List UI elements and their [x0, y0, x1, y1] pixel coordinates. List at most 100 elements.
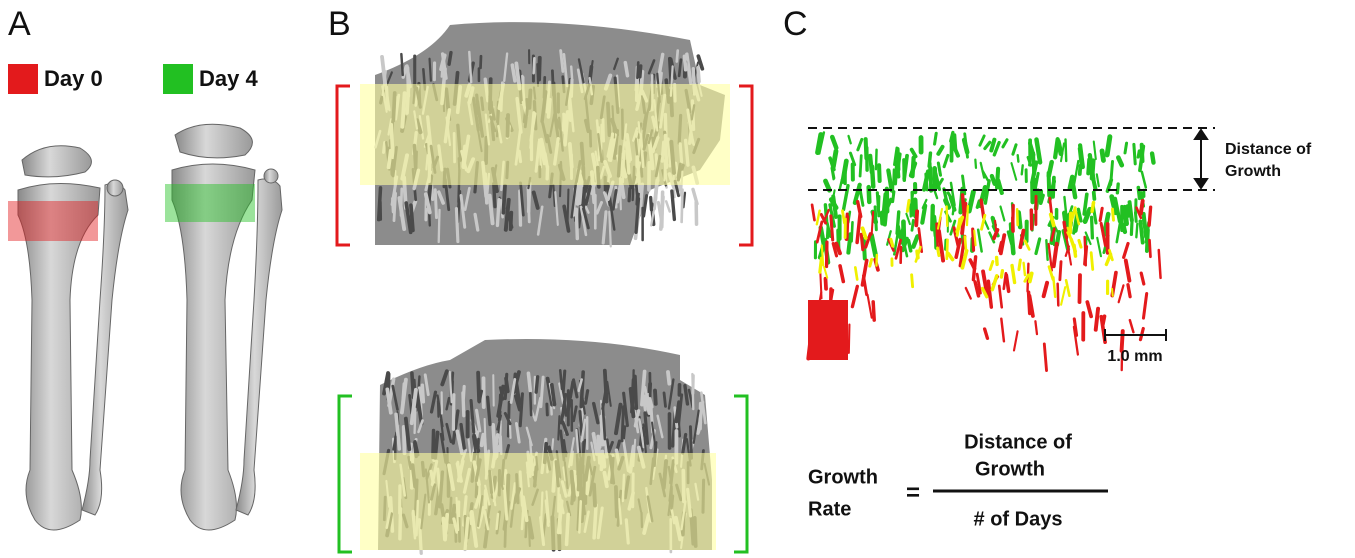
- texture-streak: [945, 205, 949, 228]
- texture-streak: [1023, 239, 1031, 251]
- day0-region: [8, 201, 98, 241]
- texture-streak: [1077, 273, 1082, 304]
- texture-streak: [815, 220, 824, 244]
- texture-streak: [680, 188, 684, 224]
- texture-streak: [525, 426, 533, 447]
- texture-streak: [685, 52, 693, 85]
- texture-streak: [862, 274, 869, 297]
- texture-streak: [986, 279, 994, 309]
- texture-streak: [891, 168, 895, 195]
- texture-streak: [936, 161, 943, 177]
- texture-streak: [455, 429, 464, 456]
- texture-streak: [562, 204, 571, 233]
- texture-streak: [966, 189, 976, 214]
- texture-streak: [895, 162, 901, 179]
- annotation: Growth: [1225, 163, 1281, 180]
- texture-streak: [960, 248, 969, 270]
- legend-swatch: [8, 64, 38, 94]
- texture-streak: [445, 422, 453, 444]
- texture-streak: [439, 53, 447, 72]
- texture-streak: [989, 137, 997, 153]
- texture-streak: [497, 393, 502, 422]
- texture-streak: [1082, 206, 1093, 224]
- texture-streak: [914, 209, 920, 228]
- texture-streak: [656, 200, 664, 223]
- texture-streak: [423, 192, 432, 215]
- texture-streak: [557, 415, 561, 441]
- texture-streak: [392, 191, 397, 223]
- texture-streak: [829, 134, 839, 151]
- texture-streak: [999, 268, 1005, 279]
- bracket: [335, 84, 754, 247]
- texture-streak: [895, 210, 901, 236]
- texture-streak: [1096, 236, 1102, 258]
- texture-streak: [537, 55, 542, 82]
- texture-streak: [505, 206, 514, 229]
- legend-swatch: [163, 64, 193, 94]
- texture-streak: [529, 392, 533, 417]
- texture-streak: [514, 379, 522, 406]
- growth-map-base: [808, 300, 848, 360]
- texture-streak: [592, 401, 600, 425]
- texture-streak: [554, 190, 559, 226]
- texture-streak: [410, 371, 416, 400]
- texture-streak: [974, 158, 978, 169]
- texture-streak: [469, 398, 476, 434]
- texture-streak: [823, 265, 829, 279]
- texture-streak: [979, 161, 986, 179]
- texture-streak: [584, 184, 592, 206]
- texture-streak: [810, 203, 816, 222]
- texture-streak: [558, 382, 565, 405]
- texture-streak: [1011, 143, 1018, 156]
- texture-streak: [1031, 151, 1036, 177]
- texture-streak: [1022, 261, 1027, 277]
- texture-streak: [853, 266, 859, 281]
- texture-streak: [846, 232, 853, 255]
- texture-streak: [445, 396, 451, 411]
- texture-streak: [503, 411, 512, 426]
- texture-streak: [696, 54, 705, 71]
- texture-streak: [1113, 196, 1122, 224]
- texture-streak: [830, 148, 839, 170]
- texture-streak: [666, 370, 672, 386]
- texture-streak: [975, 272, 982, 295]
- texture-streak: [992, 228, 1000, 241]
- texture-streak: [1034, 137, 1043, 165]
- texture-streak: [409, 203, 415, 233]
- texture-streak: [513, 394, 522, 412]
- texture-streak: [558, 368, 564, 391]
- texture-streak: [1020, 164, 1024, 176]
- texture-streak: [636, 61, 640, 80]
- overlap-region: [360, 84, 730, 185]
- texture-streak: [1027, 271, 1034, 284]
- texture-streak: [1084, 231, 1092, 246]
- texture-streak: [499, 435, 503, 456]
- texture-streak: [884, 197, 893, 213]
- overlap-region: [360, 453, 716, 550]
- texture-streak: [855, 212, 862, 245]
- texture-streak: [638, 182, 645, 215]
- texture-streak: [1052, 276, 1057, 299]
- texture-streak: [601, 210, 608, 245]
- texture-streak: [1072, 159, 1080, 186]
- texture-streak: [873, 205, 878, 232]
- texture-streak: [1041, 280, 1050, 299]
- texture-streak: [869, 232, 879, 259]
- texture-streak: [978, 134, 986, 147]
- texture-streak: [667, 378, 675, 410]
- texture-streak: [549, 382, 557, 407]
- texture-streak: [954, 237, 962, 259]
- texture-streak: [1077, 238, 1083, 249]
- texture-streak: [431, 428, 436, 460]
- texture-streak: [1123, 141, 1129, 155]
- texture-streak: [1141, 219, 1149, 241]
- texture-streak: [1116, 155, 1125, 168]
- texture-streak: [574, 207, 580, 241]
- texture-streak: [429, 390, 438, 414]
- texture-streak: [997, 240, 1004, 253]
- texture-streak: [1078, 143, 1085, 170]
- texture-streak: [1149, 151, 1156, 165]
- texture-streak: [1115, 218, 1122, 244]
- texture-streak: [932, 166, 938, 191]
- texture-streak: [447, 50, 453, 66]
